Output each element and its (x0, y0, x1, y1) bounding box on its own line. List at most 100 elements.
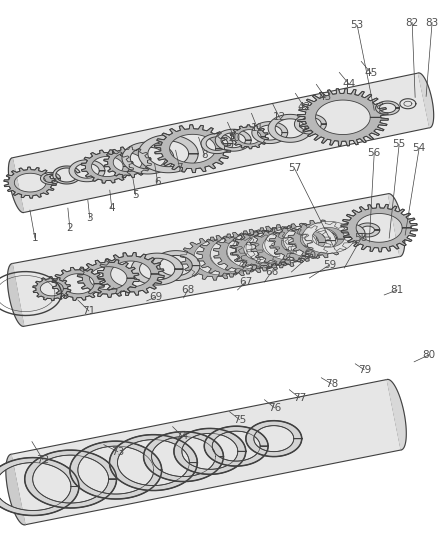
Polygon shape (143, 432, 223, 481)
Text: 10: 10 (227, 133, 240, 143)
Text: 57: 57 (287, 163, 300, 173)
Polygon shape (77, 259, 139, 297)
Polygon shape (340, 204, 417, 252)
Polygon shape (12, 193, 399, 326)
Text: 42: 42 (297, 102, 310, 112)
Polygon shape (213, 231, 279, 274)
Polygon shape (215, 129, 251, 151)
Polygon shape (250, 227, 311, 265)
Text: 54: 54 (412, 143, 425, 154)
Text: 68: 68 (180, 285, 194, 295)
Text: 75: 75 (232, 415, 246, 425)
Polygon shape (260, 227, 315, 263)
Polygon shape (180, 237, 247, 280)
Polygon shape (268, 115, 311, 142)
Text: 78: 78 (324, 379, 337, 389)
Polygon shape (97, 253, 164, 295)
Polygon shape (25, 450, 116, 508)
Polygon shape (243, 230, 299, 266)
Polygon shape (332, 223, 364, 244)
Text: 82: 82 (405, 18, 418, 28)
Text: 8: 8 (201, 150, 208, 160)
Polygon shape (231, 230, 293, 269)
Polygon shape (283, 225, 335, 257)
Polygon shape (264, 228, 316, 260)
Polygon shape (230, 228, 296, 271)
Text: 56: 56 (367, 148, 380, 158)
Polygon shape (0, 458, 79, 515)
Polygon shape (230, 125, 268, 149)
Polygon shape (122, 142, 173, 174)
Text: 60: 60 (302, 251, 315, 261)
Polygon shape (210, 236, 266, 272)
Text: 1: 1 (32, 233, 38, 243)
Polygon shape (388, 193, 404, 256)
Polygon shape (251, 122, 287, 143)
Polygon shape (196, 234, 263, 277)
Text: 73: 73 (111, 447, 124, 457)
Polygon shape (245, 232, 297, 264)
Text: 83: 83 (424, 18, 438, 28)
Text: 74: 74 (175, 431, 188, 441)
Polygon shape (375, 101, 399, 115)
Text: 53: 53 (350, 20, 363, 30)
Polygon shape (53, 166, 80, 184)
Polygon shape (4, 167, 56, 198)
Text: 81: 81 (390, 285, 403, 295)
Text: 72: 72 (36, 455, 49, 465)
Polygon shape (69, 160, 105, 182)
Polygon shape (246, 225, 312, 268)
Polygon shape (417, 73, 433, 128)
Polygon shape (138, 135, 198, 173)
Text: 44: 44 (342, 79, 355, 90)
Text: 55: 55 (392, 139, 405, 149)
Polygon shape (287, 220, 349, 258)
Polygon shape (355, 223, 379, 237)
Polygon shape (173, 429, 245, 474)
Polygon shape (109, 434, 197, 490)
Polygon shape (302, 221, 353, 253)
Polygon shape (6, 454, 25, 525)
Text: 59: 59 (322, 260, 335, 270)
Text: 7: 7 (176, 163, 183, 173)
Text: 45: 45 (364, 68, 377, 78)
Polygon shape (152, 251, 199, 280)
Polygon shape (268, 223, 330, 262)
Text: 5: 5 (132, 190, 139, 200)
Text: 3: 3 (86, 213, 93, 223)
Polygon shape (7, 263, 24, 326)
Text: 58: 58 (354, 233, 367, 243)
Polygon shape (40, 172, 60, 184)
Text: 66: 66 (264, 267, 277, 277)
Polygon shape (201, 134, 233, 154)
Polygon shape (8, 158, 24, 213)
Polygon shape (11, 379, 400, 525)
Polygon shape (386, 379, 405, 450)
Text: 11: 11 (250, 123, 264, 133)
Polygon shape (245, 421, 301, 457)
Text: 6: 6 (154, 177, 161, 187)
Polygon shape (70, 441, 161, 499)
Polygon shape (194, 239, 249, 275)
Polygon shape (226, 233, 282, 269)
Text: 2: 2 (67, 223, 73, 233)
Text: 12: 12 (272, 112, 286, 122)
Polygon shape (52, 267, 104, 301)
Polygon shape (12, 73, 429, 213)
Text: 43: 43 (318, 92, 331, 102)
Polygon shape (294, 114, 325, 134)
Polygon shape (308, 227, 344, 248)
Polygon shape (81, 150, 133, 183)
Polygon shape (204, 426, 268, 466)
Text: 4: 4 (108, 203, 115, 213)
Polygon shape (33, 277, 71, 301)
Text: 69: 69 (149, 292, 162, 302)
Text: 77: 77 (292, 393, 305, 403)
Text: 71: 71 (82, 306, 95, 316)
Polygon shape (103, 147, 151, 178)
Polygon shape (154, 125, 230, 173)
Text: 76: 76 (267, 403, 280, 413)
Text: 80: 80 (422, 350, 434, 360)
Polygon shape (297, 88, 388, 146)
Polygon shape (131, 253, 183, 285)
